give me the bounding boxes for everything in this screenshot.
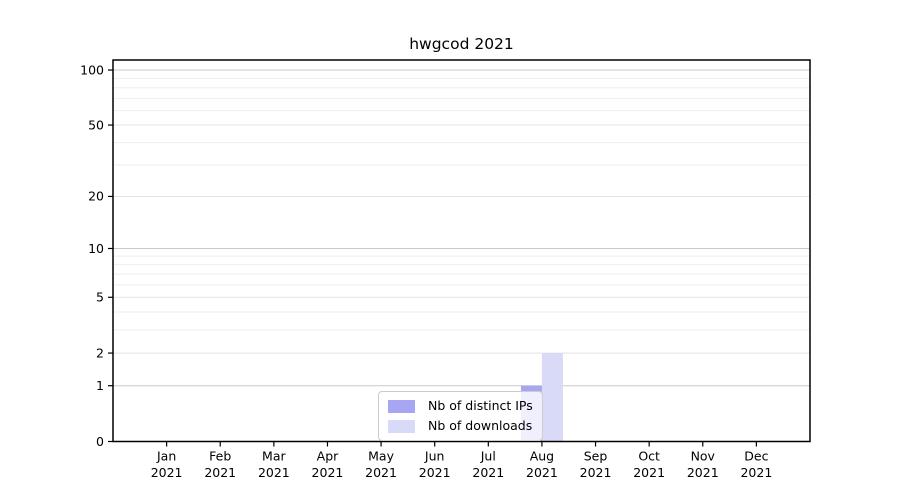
legend-swatch-distinct-ips: [388, 399, 415, 413]
y-tick-label-20: 20: [88, 189, 104, 204]
x-tick-label-jul: Jul: [480, 449, 496, 464]
x-tick-year-jul: 2021: [472, 465, 504, 480]
bar-nb-of-downloads-aug: [541, 353, 563, 442]
x-tick-year-oct: 2021: [633, 465, 665, 480]
legend-item: Nb of distinct IPs: [388, 398, 533, 414]
x-tick-year-sep: 2021: [580, 465, 612, 480]
y-tick-label-100: 100: [80, 62, 104, 77]
x-tick-label-jan: Jan: [156, 449, 176, 464]
legend: Nb of distinct IPs Nb of downloads: [378, 391, 543, 441]
y-tick-label-1: 1: [96, 378, 104, 393]
x-tick-label-mar: Mar: [262, 449, 286, 464]
x-tick-year-jan: 2021: [151, 465, 183, 480]
legend-label-downloads: Nb of downloads: [428, 418, 533, 433]
x-tick-label-oct: Oct: [638, 449, 660, 464]
x-tick-label-dec: Dec: [744, 449, 768, 464]
y-tick-label-10: 10: [88, 241, 104, 256]
x-tick-year-may: 2021: [365, 465, 397, 480]
y-tick-label-0: 0: [96, 434, 104, 449]
x-tick-year-apr: 2021: [312, 465, 344, 480]
legend-label-distinct-ips: Nb of distinct IPs: [428, 398, 533, 413]
x-tick-label-feb: Feb: [209, 449, 231, 464]
x-tick-label-aug: Aug: [530, 449, 554, 464]
x-tick-year-aug: 2021: [526, 465, 558, 480]
x-tick-year-feb: 2021: [204, 465, 236, 480]
x-tick-label-apr: Apr: [317, 449, 339, 464]
y-tick-label-2: 2: [96, 345, 104, 360]
x-tick-label-sep: Sep: [584, 449, 608, 464]
x-tick-year-nov: 2021: [687, 465, 719, 480]
chart-title: hwgcod 2021: [409, 35, 514, 53]
y-tick-label-5: 5: [96, 290, 104, 305]
x-tick-label-may: May: [368, 449, 394, 464]
x-tick-label-jun: Jun: [424, 449, 445, 464]
y-tick-label-50: 50: [88, 117, 104, 132]
x-tick-year-jun: 2021: [419, 465, 451, 480]
x-tick-year-mar: 2021: [258, 465, 290, 480]
legend-item: Nb of downloads: [388, 418, 533, 434]
legend-swatch-downloads: [388, 419, 415, 433]
x-tick-label-nov: Nov: [691, 449, 716, 464]
x-tick-year-dec: 2021: [740, 465, 772, 480]
plot-border: [112, 59, 811, 443]
